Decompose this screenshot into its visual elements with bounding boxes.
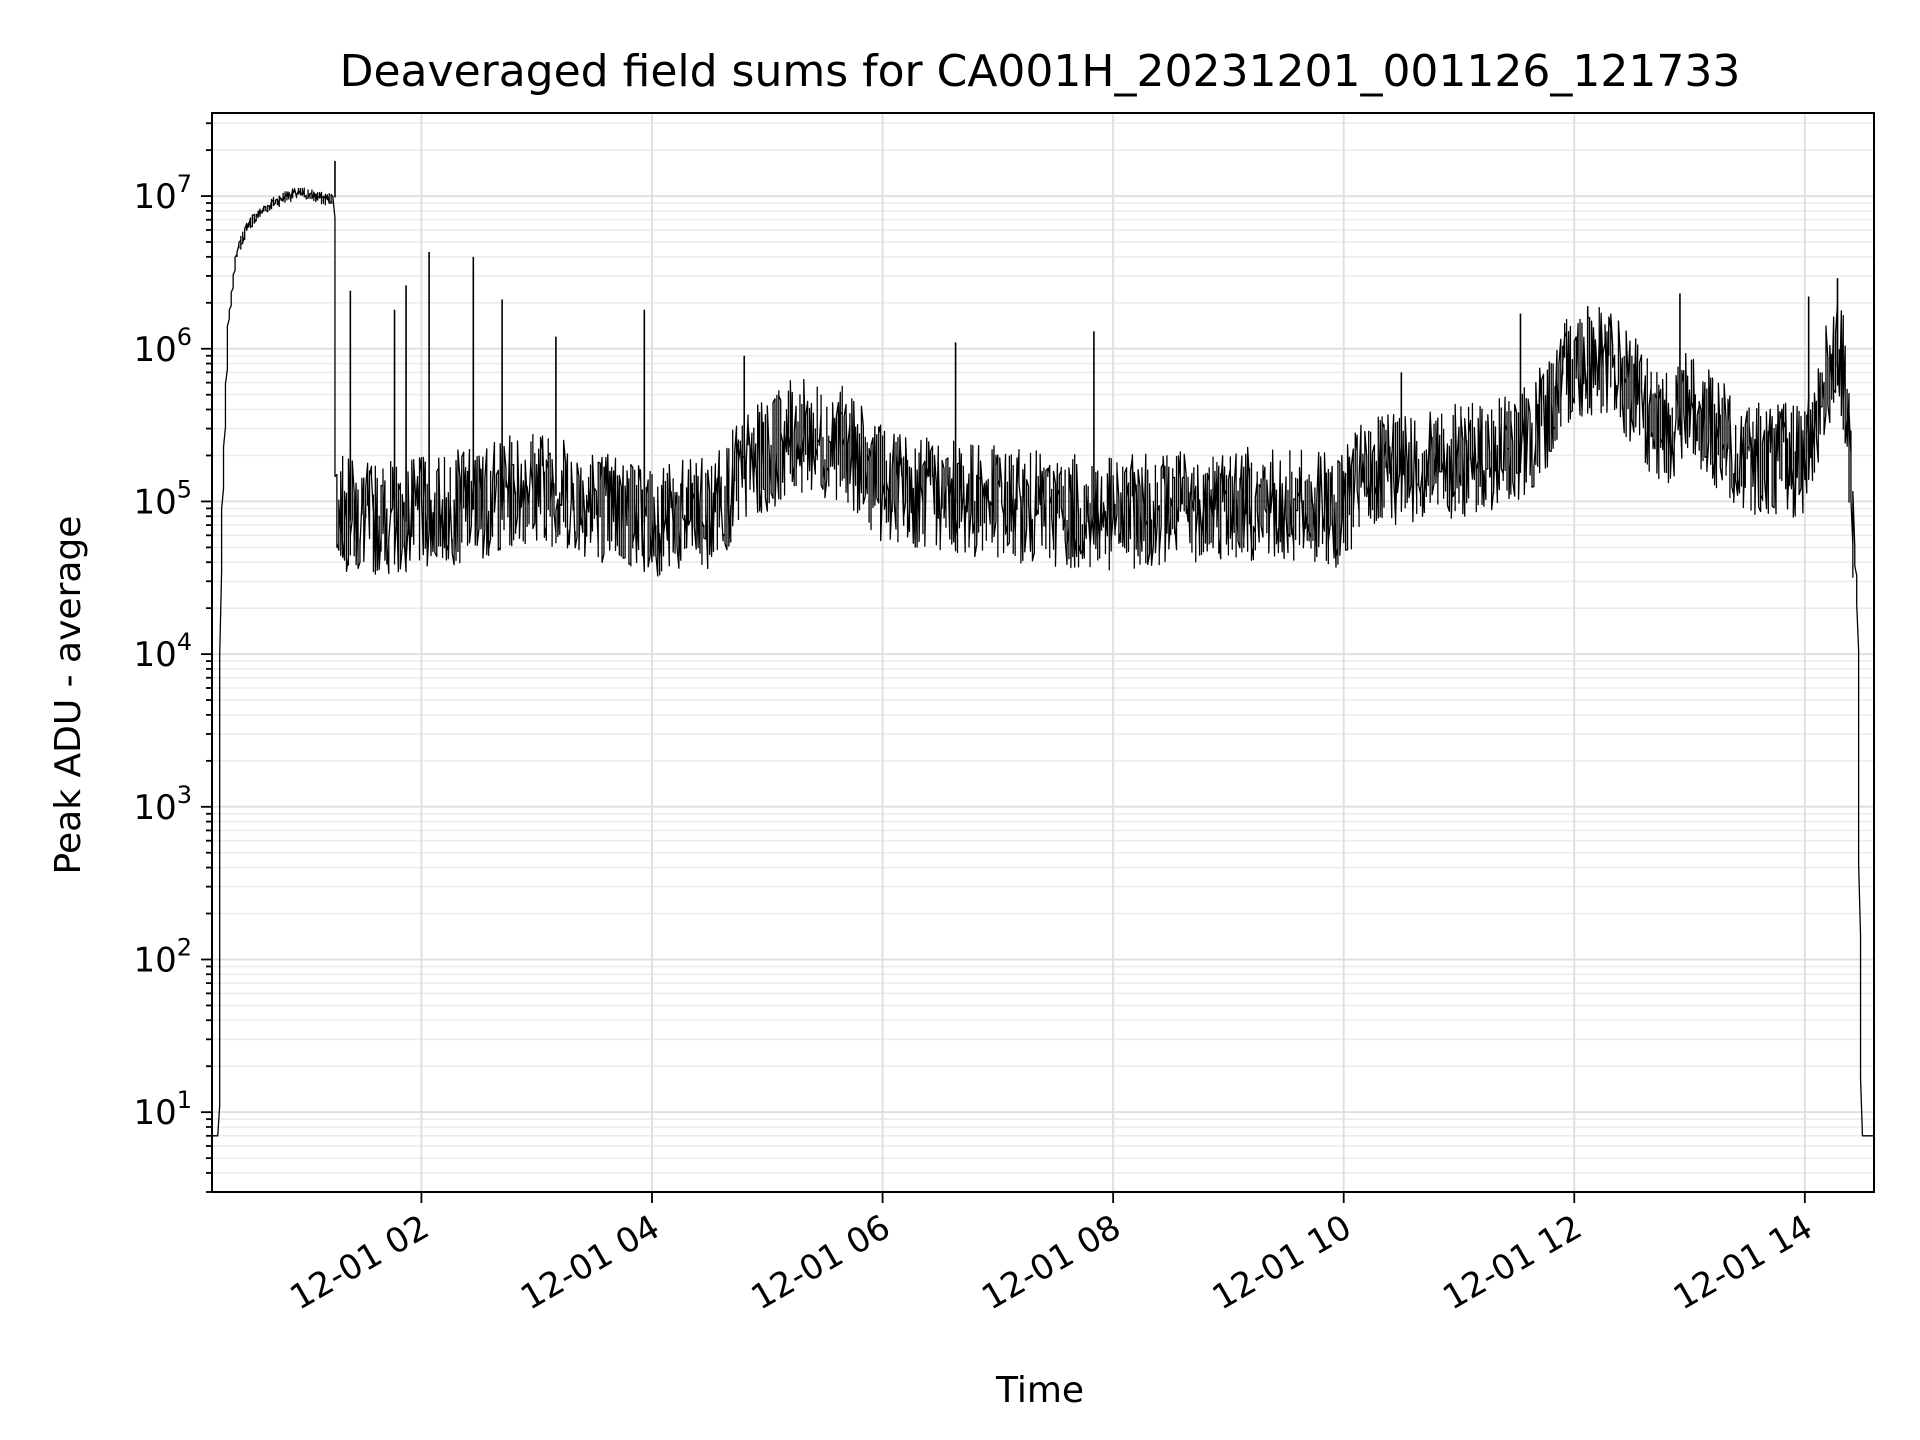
plot-frame — [211, 112, 1875, 1193]
x-tick-label: 12-01 04 — [514, 1207, 666, 1318]
y-tick-label: 106 — [133, 323, 192, 370]
y-tick-label: 103 — [133, 781, 192, 828]
chart-title: Deaveraged field sums for CA001H_2023120… — [340, 46, 1741, 97]
x-tick-label: 12-01 02 — [284, 1207, 436, 1318]
x-tick-label: 12-01 08 — [975, 1207, 1127, 1318]
y-axis-label: Peak ADU - average — [48, 516, 89, 875]
y-tick-label: 101 — [133, 1086, 192, 1133]
y-tick-label: 105 — [133, 475, 192, 522]
y-tick-label: 104 — [133, 628, 192, 675]
x-tick-label: 12-01 10 — [1206, 1207, 1358, 1318]
x-axis-label: Time — [995, 1370, 1084, 1411]
x-tick-label: 12-01 06 — [745, 1207, 897, 1318]
x-tick-label: 12-01 12 — [1436, 1207, 1588, 1318]
grid — [212, 113, 1874, 1193]
series-line — [212, 187, 1874, 1137]
x-tick-label: 12-01 14 — [1667, 1207, 1819, 1318]
data-series — [212, 160, 1874, 1137]
y-tick-label: 102 — [133, 933, 192, 980]
y-tick-label: 107 — [133, 170, 192, 217]
